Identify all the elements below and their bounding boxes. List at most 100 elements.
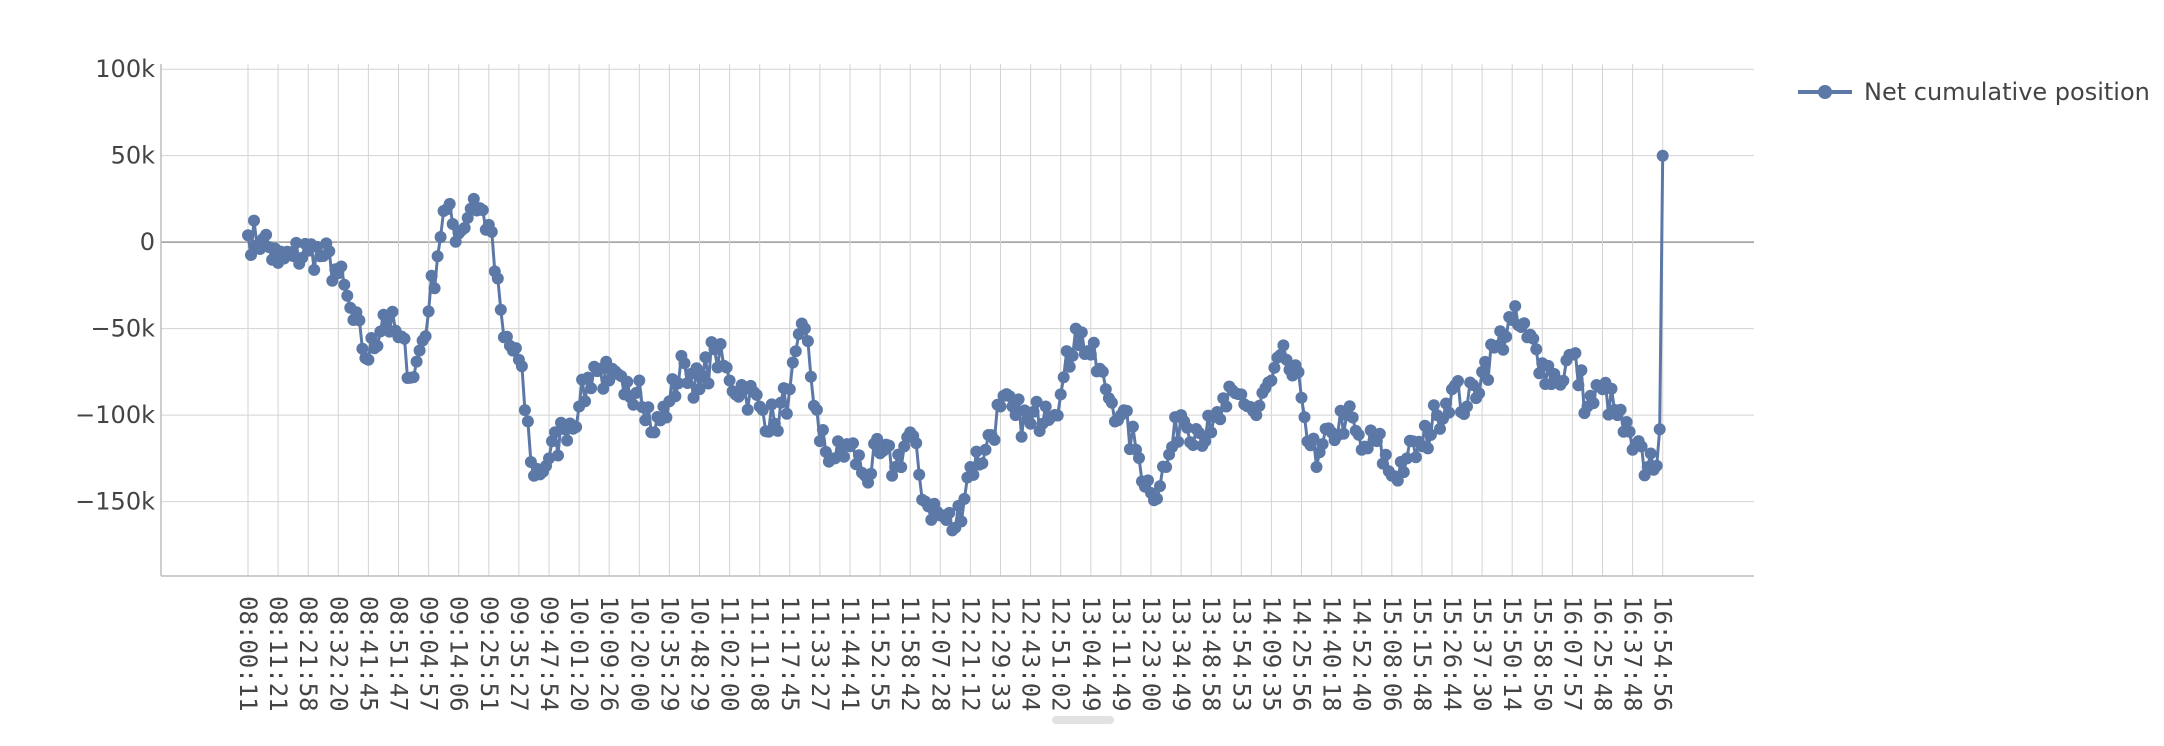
data-point [431,250,444,263]
data-point [585,382,598,395]
data-point [1343,400,1356,413]
data-point [1427,399,1440,412]
x-tick-label: 12:29:33 [987,596,1015,712]
data-point [958,492,971,505]
y-tick-label: −150k [75,488,155,516]
data-point [1307,432,1320,445]
data-point [1220,400,1233,413]
data-point [1012,393,1025,406]
x-tick-label: 13:34:49 [1167,596,1195,712]
data-point [780,407,793,420]
data-point [1051,409,1064,422]
data-point [603,374,616,387]
data-point [1268,361,1281,374]
x-tick-label: 09:25:51 [475,596,503,712]
x-tick-label: 11:11:08 [746,596,774,712]
data-point [630,386,643,399]
data-point [543,452,555,465]
data-point [338,278,351,291]
data-point [509,342,522,355]
data-point [356,342,369,355]
data-point [458,221,471,234]
legend[interactable]: Net cumulative position [1796,78,2150,106]
data-point [1126,420,1139,433]
data-point [582,371,595,384]
data-point [386,305,399,318]
data-point [621,375,634,388]
x-tick-label: 16:07:57 [1558,596,1586,712]
data-point [627,398,640,411]
data-point [1635,440,1648,453]
x-tick-label: 11:02:00 [716,596,744,712]
data-point [1533,367,1546,380]
data-point [1418,419,1431,432]
data-point [1133,452,1145,464]
y-axis-tick-labels: −150k −100k −50k 0 50k 100k [75,55,155,515]
data-point [1587,397,1600,410]
y-tick-label: 100k [95,55,155,83]
scrollbar-thumb[interactable] [1052,716,1114,724]
data-point [687,391,700,404]
x-tick-label: 08:51:47 [385,596,413,712]
data-point [1193,427,1206,439]
data-point [1379,448,1392,461]
data-point [1054,388,1067,401]
data-point [1057,371,1070,384]
data-point [871,432,884,445]
data-point [693,383,706,396]
data-point [832,435,844,448]
data-point [1075,326,1088,339]
data-point [476,204,489,217]
x-tick-label: 10:09:26 [595,596,623,712]
data-point [1015,430,1028,443]
data-point [1280,353,1293,366]
x-tick-label: 15:26:44 [1438,596,1466,712]
data-point [410,355,423,368]
data-point [1482,373,1495,386]
data-point [1063,360,1076,373]
x-tick-label: 16:54:56 [1649,596,1677,712]
x-tick-label: 08:00:11 [234,596,262,712]
data-point [1575,364,1588,377]
data-point [341,289,354,302]
data-point [994,400,1007,413]
data-point [1120,404,1133,417]
data-point [1400,452,1413,465]
data-point [847,437,859,450]
x-tick-label: 11:44:41 [836,596,864,712]
data-point [1087,336,1100,349]
data-point [1614,403,1627,416]
data-point [1443,406,1455,419]
axes [160,64,1754,577]
data-point [434,231,447,243]
legend-label: Net cumulative position [1864,78,2150,106]
data-point [1316,438,1329,451]
data-point [552,449,564,462]
data-point [254,243,266,255]
data-point [443,197,456,210]
data-point [1409,451,1422,464]
data-point [1424,428,1437,441]
x-tick-label: 14:09:35 [1257,596,1285,712]
legend-swatch [1798,85,1852,99]
data-point [353,314,366,327]
x-tick-label: 13:54:53 [1227,596,1255,712]
data-point [1352,428,1365,441]
x-tick-label: 12:21:12 [956,596,984,712]
x-tick-label: 13:11:49 [1107,596,1135,712]
data-point [521,415,534,428]
data-point [1452,375,1464,387]
series-markers [242,149,1669,537]
x-tick-label: 11:52:55 [866,596,894,712]
data-point [988,433,1001,446]
series-path [246,155,1665,532]
data-point [1530,343,1543,356]
data-point [669,390,682,403]
data-point [1277,339,1290,352]
data-point [1181,421,1194,434]
data-point [1030,395,1043,408]
y-tick-label: −50k [90,315,155,343]
x-tick-label: 10:35:29 [655,596,683,712]
data-point [1620,416,1633,428]
data-point [1644,447,1657,460]
